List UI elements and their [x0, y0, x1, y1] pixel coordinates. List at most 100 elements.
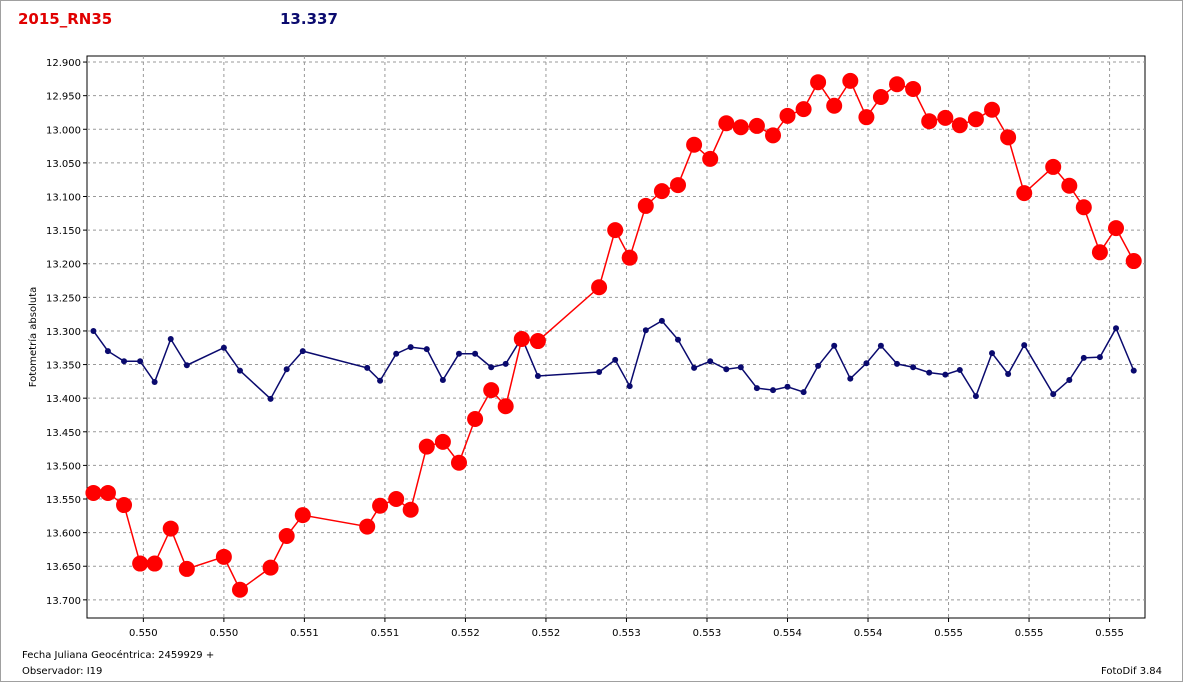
data-point	[434, 433, 451, 450]
data-point	[674, 336, 681, 343]
y-tick-label: 13.600	[46, 529, 81, 540]
data-point	[795, 101, 812, 118]
x-tick-label: 0.555	[1015, 628, 1044, 639]
data-point	[299, 348, 306, 355]
data-point	[1125, 253, 1142, 270]
data-point	[626, 383, 633, 390]
data-point	[497, 398, 514, 415]
data-point	[393, 350, 400, 357]
y-tick-label: 13.250	[46, 293, 81, 304]
data-point	[1045, 158, 1062, 175]
chart-title: 2015_RN35	[18, 10, 112, 28]
x-tick-label: 0.553	[612, 628, 641, 639]
data-point	[1130, 367, 1137, 374]
data-point	[905, 80, 922, 97]
data-point	[534, 372, 541, 379]
series-line	[93, 79, 1135, 591]
data-point	[1108, 220, 1125, 237]
data-point	[116, 497, 133, 514]
data-point	[637, 197, 654, 214]
data-point	[85, 484, 102, 501]
data-point	[1075, 199, 1092, 216]
data-point	[753, 385, 760, 392]
data-point	[1021, 342, 1028, 349]
data-point	[686, 136, 703, 153]
data-point	[723, 366, 730, 373]
data-point	[467, 411, 484, 428]
data-point	[529, 333, 546, 350]
data-point	[596, 368, 603, 375]
plot-area	[86, 55, 1146, 619]
data-point	[926, 369, 933, 376]
data-point	[359, 518, 376, 535]
data-point	[121, 358, 128, 365]
data-point	[183, 362, 190, 369]
data-point	[1016, 185, 1033, 202]
data-point	[718, 115, 735, 132]
data-point	[937, 109, 954, 126]
x-tick-label: 0.554	[854, 628, 883, 639]
data-point	[863, 360, 870, 367]
x-tick-label: 0.551	[371, 628, 400, 639]
data-point	[377, 377, 384, 384]
data-point	[889, 76, 906, 93]
y-tick-label: 13.500	[46, 461, 81, 472]
data-point	[737, 364, 744, 371]
data-point	[472, 350, 479, 357]
data-point	[1096, 354, 1103, 361]
data-point	[455, 350, 462, 357]
data-point	[921, 113, 938, 130]
data-point	[90, 327, 97, 334]
data-point	[1091, 244, 1108, 261]
data-point	[1000, 129, 1017, 146]
data-point	[989, 350, 996, 357]
data-point	[137, 358, 144, 365]
data-point	[972, 393, 979, 400]
data-point	[815, 362, 822, 369]
data-point	[765, 127, 782, 144]
data-point	[262, 559, 279, 576]
data-point	[364, 364, 371, 371]
y-tick-label: 13.350	[46, 361, 81, 372]
data-point	[167, 336, 174, 343]
data-point	[858, 109, 875, 126]
chart-subtitle: 13.337	[280, 10, 338, 28]
data-point	[810, 74, 827, 91]
data-point	[99, 484, 116, 501]
data-point	[826, 97, 843, 114]
data-point	[951, 117, 968, 134]
data-point	[872, 89, 889, 106]
data-point	[132, 555, 149, 572]
x-tick-label: 0.554	[773, 628, 802, 639]
x-tick-label: 0.555	[934, 628, 963, 639]
data-point	[894, 360, 901, 367]
data-point	[178, 560, 195, 577]
data-point	[146, 555, 163, 572]
data-point	[800, 389, 807, 396]
data-point	[669, 177, 686, 194]
data-point	[502, 360, 509, 367]
data-point	[942, 371, 949, 378]
data-point	[831, 342, 838, 349]
data-point	[231, 581, 248, 598]
data-point	[784, 383, 791, 390]
x-tick-label: 0.551	[290, 628, 319, 639]
data-point	[847, 375, 854, 382]
data-point	[1080, 354, 1087, 361]
data-point	[423, 346, 430, 353]
data-point	[707, 358, 714, 365]
data-point	[642, 327, 649, 334]
y-tick-label: 13.000	[46, 125, 81, 136]
y-tick-label: 13.550	[46, 495, 81, 506]
data-point	[418, 438, 435, 455]
data-point	[732, 119, 749, 136]
data-point	[653, 183, 670, 200]
y-tick-label: 12.900	[46, 58, 81, 69]
x-tick-label: 0.550	[129, 628, 158, 639]
x-tick-label: 0.552	[532, 628, 561, 639]
x-tick-label: 0.555	[1095, 628, 1124, 639]
data-point	[984, 101, 1001, 118]
x-tick-label: 0.553	[693, 628, 722, 639]
